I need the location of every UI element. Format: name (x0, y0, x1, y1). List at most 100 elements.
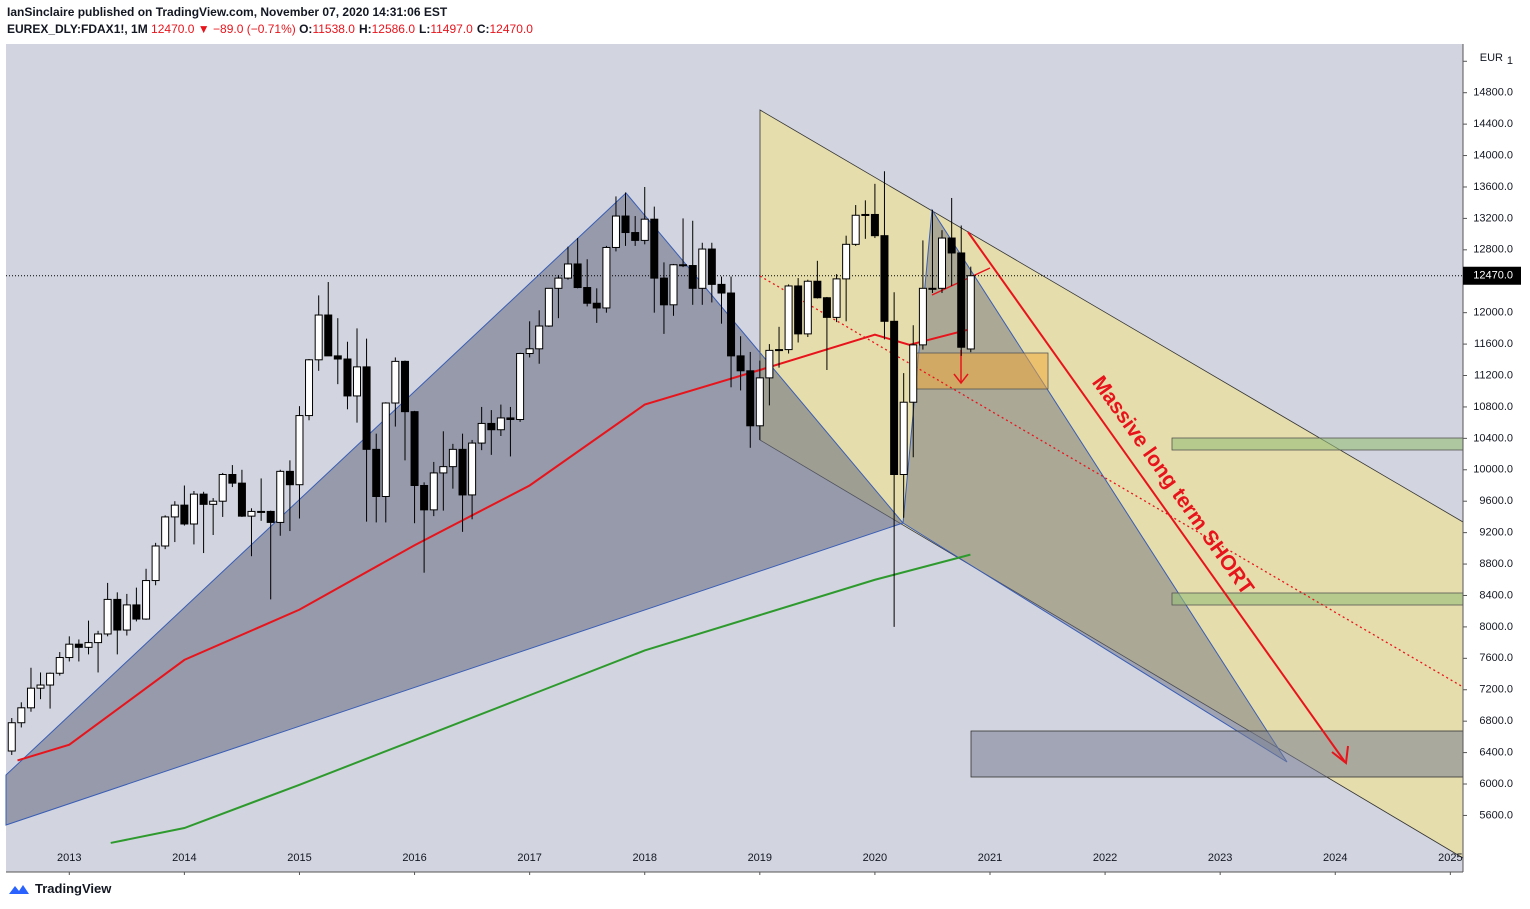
candle-body (161, 516, 170, 547)
candle-body (362, 366, 371, 450)
candle-body (295, 415, 304, 486)
candle-body (55, 657, 64, 674)
candle-body (237, 482, 246, 517)
publisher-line: IanSinclaire published on TradingView.co… (7, 4, 537, 21)
candle-body (17, 707, 26, 724)
candle-body (314, 314, 323, 361)
candle-body (468, 442, 477, 496)
candle-body (563, 263, 572, 279)
y-tick-label: 6000.0 (1479, 778, 1513, 790)
y-tick-label: 14800.0 (1473, 87, 1513, 99)
candle-body (343, 358, 352, 397)
ohlc-value: 11497.0 (430, 22, 473, 36)
y-tick-label: 10000.0 (1473, 464, 1513, 476)
candle-body (870, 213, 879, 237)
candle-body (966, 275, 975, 350)
y-tick-label: 6800.0 (1479, 715, 1513, 727)
candle-body (122, 604, 131, 631)
candle-body (746, 370, 755, 427)
y-tick-label: 13200.0 (1473, 212, 1513, 224)
y-tick-label: 10800.0 (1473, 401, 1513, 413)
candle-body (784, 285, 793, 351)
drawings (5, 109, 1464, 859)
y-tick-label: 10400.0 (1473, 432, 1513, 444)
x-tick-label: 2021 (978, 852, 1002, 864)
candle-body (132, 604, 141, 620)
y-tick-label: 8400.0 (1479, 589, 1513, 601)
currency: EUR (1480, 52, 1503, 64)
candle-body (602, 246, 611, 309)
x-tick-label: 2025 (1438, 852, 1462, 864)
y-tick-label: 8800.0 (1479, 558, 1513, 570)
ohlc-label: O: (299, 22, 313, 36)
small-arrow-head (953, 373, 969, 385)
candle-body (170, 504, 179, 518)
x-tick-label: 2014 (172, 852, 196, 864)
price-axis-background (1463, 44, 1530, 872)
candle-body (46, 672, 55, 686)
candle-body (324, 314, 333, 357)
y-tick-label: 6400.0 (1479, 746, 1513, 758)
candle-body (755, 377, 764, 427)
x-tick-label: 2019 (748, 852, 772, 864)
candle-body (228, 473, 237, 484)
candle-body (573, 263, 582, 289)
candle-body (583, 287, 592, 304)
ohlc-label: C: (476, 22, 490, 36)
y-tick-label: 13600.0 (1473, 181, 1513, 193)
candle-body (707, 248, 716, 285)
candle-body (429, 472, 438, 511)
ohlc-value: 12470.0 (489, 22, 533, 36)
candle-body (94, 633, 103, 644)
candle-body (247, 510, 256, 517)
x-tick-label: 2013 (57, 852, 81, 864)
candle-body (333, 355, 342, 360)
price-tag (1463, 266, 1521, 285)
candle-body (775, 349, 784, 352)
candle-body (717, 283, 726, 294)
y-tick-label: 12800.0 (1473, 244, 1513, 256)
candle-body (640, 218, 649, 241)
short-arrow (967, 231, 1346, 763)
candle-body (899, 401, 908, 475)
candle-body (420, 484, 429, 511)
header: IanSinclaire published on TradingView.co… (7, 4, 537, 38)
zone-orange (915, 352, 1049, 390)
candle-body (851, 214, 860, 245)
candle-body (842, 243, 851, 280)
candle-body (909, 344, 918, 403)
candle-body (381, 402, 390, 497)
ohlc-value: 12586.0 (371, 22, 415, 36)
x-tick-label: 2022 (1093, 852, 1117, 864)
candle-body (688, 265, 697, 289)
y-tick-label: 8000.0 (1479, 621, 1513, 633)
logo (9, 884, 29, 894)
candle-body (189, 493, 198, 525)
candle-body (448, 448, 457, 468)
candle-body (353, 366, 362, 397)
candle-body (890, 320, 899, 475)
candle-body (458, 448, 467, 496)
candle-body (861, 213, 870, 216)
candle-body (803, 280, 812, 335)
candle-body (439, 466, 448, 474)
zone-green (1171, 437, 1464, 451)
candle-body (525, 348, 534, 355)
candle-body (103, 598, 112, 635)
brand: TradingView (35, 881, 112, 896)
y-tick-label: 5600.0 (1479, 809, 1513, 821)
zone-gray (970, 730, 1464, 778)
short-arrow-head (1331, 745, 1349, 765)
dotted-trend (759, 275, 1464, 688)
candle-body (794, 285, 803, 335)
candle-body (679, 264, 688, 267)
symbol: EUREX_DLY:FDAX1!, 1M (7, 22, 148, 36)
moving-average (17, 328, 968, 762)
candle-body (516, 353, 525, 421)
publisher: IanSinclaire published on TradingView.co… (7, 5, 448, 19)
zone-green (1171, 592, 1464, 606)
candle-body (880, 235, 889, 322)
candle-body (736, 355, 745, 372)
candle-body (506, 417, 515, 421)
last-price: 12470.0 (151, 22, 195, 36)
